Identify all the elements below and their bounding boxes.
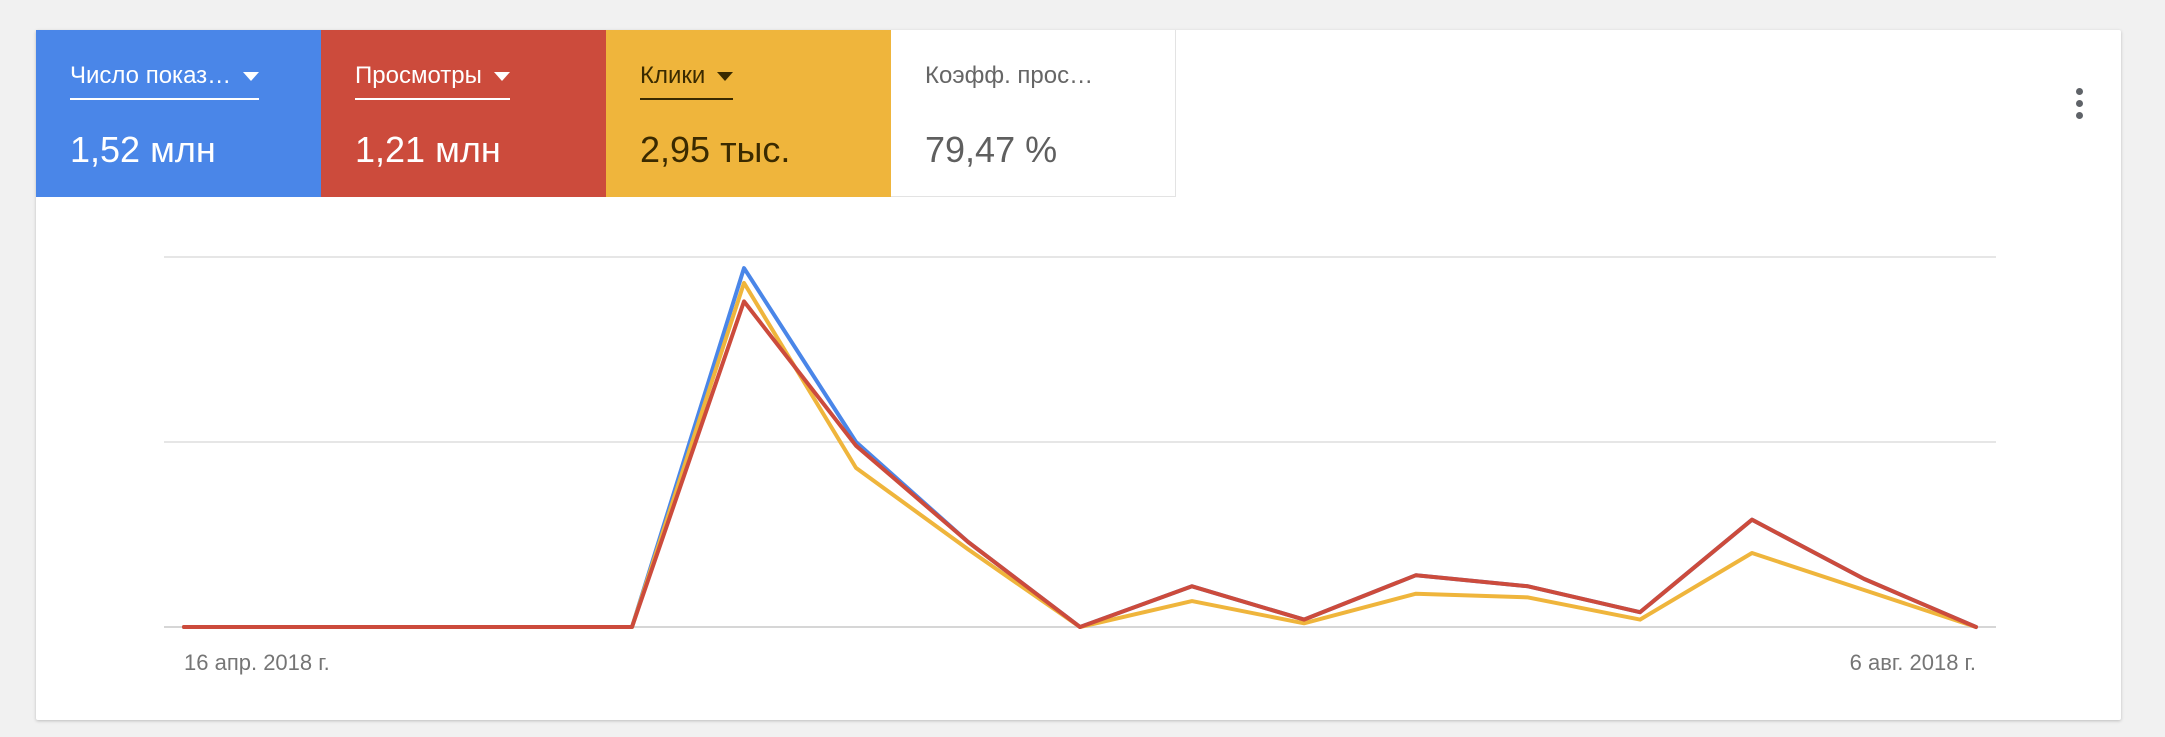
- menu-dot: [2075, 112, 2083, 119]
- metric-tile-clicks[interactable]: Клики 2,95 тыс.: [606, 30, 891, 197]
- metric-label: Число показ…: [70, 62, 232, 89]
- metric-selector-views[interactable]: Просмотры: [355, 62, 510, 100]
- series-line-0: [182, 266, 1978, 629]
- metric-label: Коэфф. прос…: [925, 62, 1094, 89]
- metric-value: 1,52 млн: [70, 129, 216, 170]
- metric-value: 1,21 млн: [355, 129, 501, 170]
- x-axis-ticks: 16 апр. 2018 г. 6 авг. 2018 г.: [184, 650, 1976, 675]
- caret-down-icon: [717, 71, 734, 81]
- gridlines: [164, 256, 1996, 628]
- menu-dot: [2075, 88, 2083, 95]
- more-vert-icon[interactable]: [2073, 88, 2085, 128]
- metric-selector-impressions[interactable]: Число показ…: [70, 62, 260, 100]
- series-lines: [182, 266, 1978, 629]
- menu-dot: [2075, 100, 2083, 107]
- caret-down-icon: [243, 71, 260, 81]
- x-tick-label-start: 16 апр. 2018 г.: [184, 650, 330, 675]
- metric-label: Клики: [640, 62, 706, 89]
- metrics-card: Число показ… 1,52 млн Просмотры 1,21 млн…: [36, 30, 2121, 720]
- caret-down-icon: [493, 71, 510, 81]
- metric-label: Просмотры: [355, 62, 482, 89]
- metric-tile-views[interactable]: Просмотры 1,21 млн: [321, 30, 606, 197]
- metric-value: 79,47 %: [925, 129, 1058, 170]
- metric-tiles: Число показ… 1,52 млн Просмотры 1,21 млн…: [36, 30, 1176, 197]
- x-tick-label-end: 6 авг. 2018 г.: [1850, 650, 1976, 675]
- metric-tile-view-rate[interactable]: Коэфф. прос… 79,47 %: [891, 30, 1176, 197]
- series-line-2: [182, 299, 1978, 629]
- metric-tile-impressions[interactable]: Число показ… 1,52 млн: [36, 30, 321, 197]
- series-line-1: [182, 280, 1978, 629]
- metric-selector-view-rate[interactable]: Коэфф. прос…: [925, 62, 1093, 100]
- metric-value: 2,95 тыс.: [640, 129, 791, 170]
- metric-selector-clicks[interactable]: Клики: [640, 62, 734, 100]
